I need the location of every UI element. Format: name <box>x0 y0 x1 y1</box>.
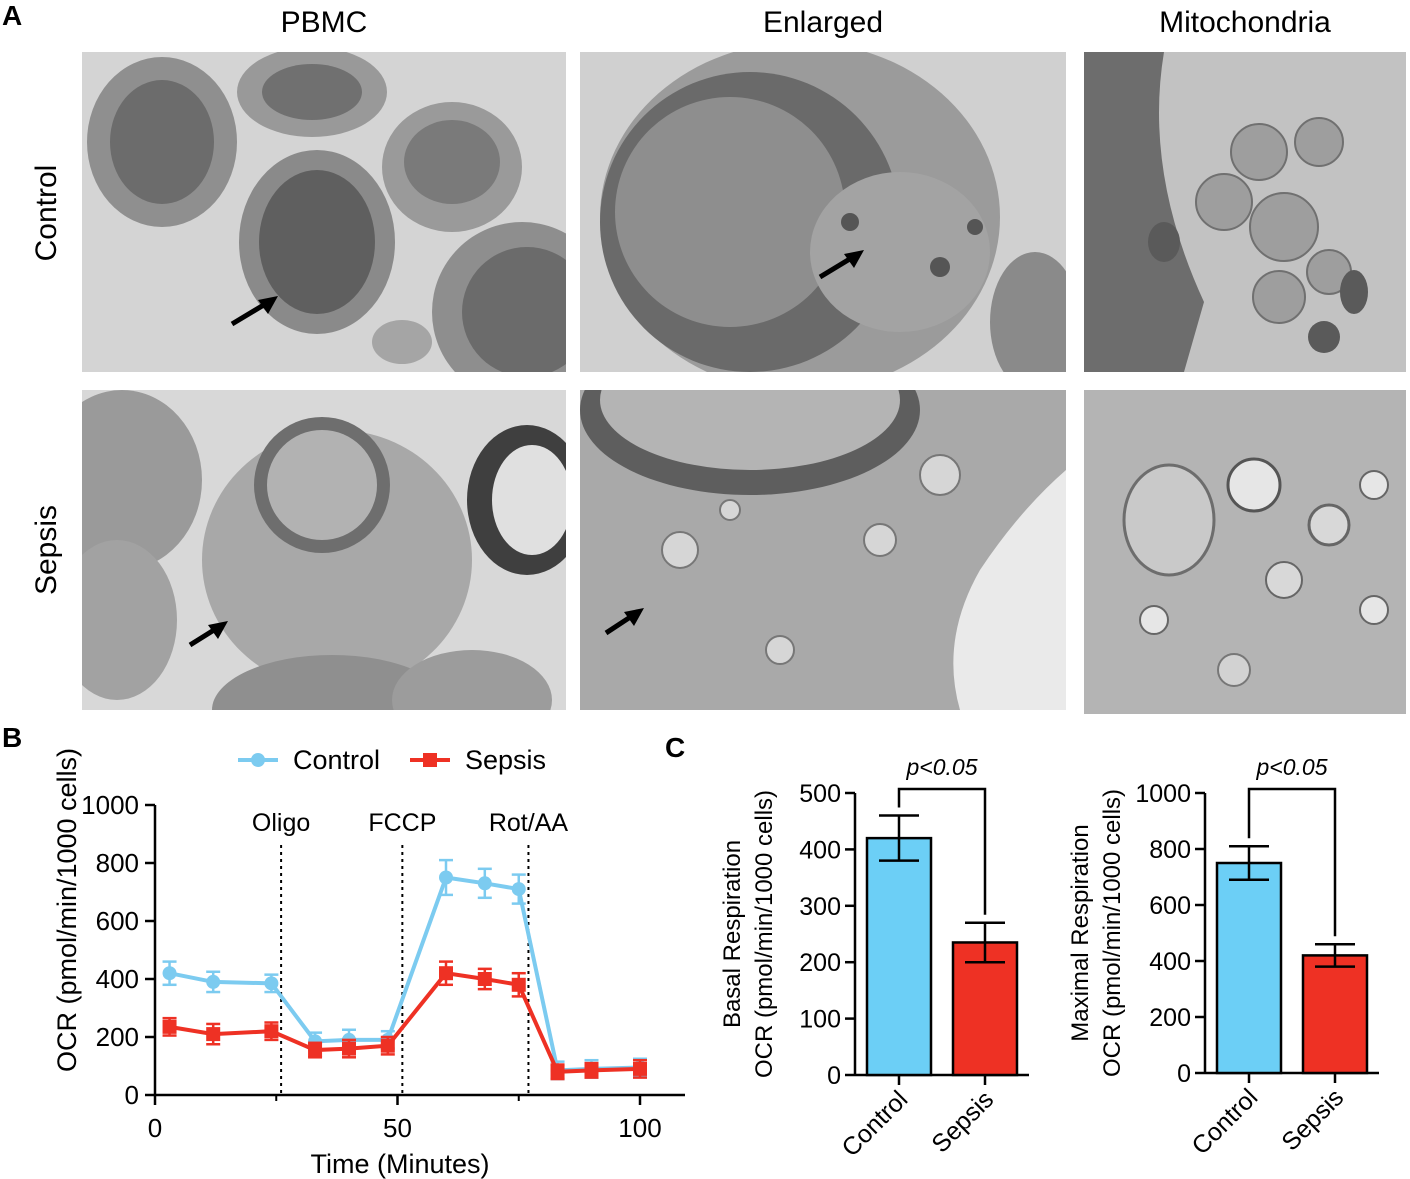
data-point <box>477 876 492 891</box>
bar <box>865 836 933 1077</box>
data-point <box>584 1063 599 1078</box>
data-point <box>439 966 453 981</box>
y-tick-label: 200 <box>96 1022 139 1052</box>
data-point <box>162 1019 177 1034</box>
x-tick-label: Control <box>1186 1083 1263 1160</box>
y-tick-label: 800 <box>1149 836 1191 864</box>
legend-label: Control <box>293 745 380 775</box>
y-tick-label: 600 <box>96 906 139 936</box>
basal-respiration-chart: 0 100 200 300 400 500 Control Sepsis p<0.05 Basal… <box>719 754 1029 1162</box>
data-point <box>308 1043 323 1058</box>
y-tick-label: 400 <box>799 836 841 864</box>
y-axis-label-line1: Maximal Respiration <box>1067 824 1094 1041</box>
x-tick-label: 100 <box>618 1113 661 1143</box>
row-title-sepsis: Sepsis <box>30 504 63 596</box>
legend-label: Sepsis <box>465 745 546 775</box>
em-image-control-mitochondria <box>1084 52 1406 372</box>
injection-label: FCCP <box>368 809 436 837</box>
y-tick-label: 400 <box>1149 948 1191 976</box>
y-tick-label: 800 <box>96 848 139 878</box>
data-point <box>511 882 526 897</box>
ocr-time-course-chart: 0 200 400 600 800 1000 0 50 100 Time (Minutes) OCR… <box>52 745 685 1179</box>
legend-marker <box>251 753 265 767</box>
column-title-mitochondria: Mitochondria <box>1159 6 1331 39</box>
significance-bracket <box>1247 787 1337 937</box>
x-tick-label: Sepsis <box>926 1085 999 1158</box>
data-point <box>550 1064 565 1079</box>
data-point <box>342 1041 356 1056</box>
column-title-pbmc: PBMC <box>280 6 368 39</box>
injection-label: Oligo <box>252 809 310 837</box>
bar <box>1215 861 1283 1075</box>
series-line <box>169 875 641 1073</box>
y-tick-label: 1000 <box>1135 780 1191 808</box>
y-tick-label: 600 <box>1149 892 1191 920</box>
data-point <box>206 1027 221 1042</box>
y-tick-label: 0 <box>1177 1060 1191 1088</box>
column-title-enlarged: Enlarged <box>762 6 884 39</box>
x-tick-label: 0 <box>148 1113 162 1143</box>
data-point <box>439 870 453 885</box>
maximal-respiration-chart: 0 200 400 600 800 1000 Control Sepsis p<0.05 Maxi… <box>1067 754 1379 1160</box>
em-image-sepsis-mitochondria <box>1084 390 1406 714</box>
em-image-control-enlarged <box>580 52 1066 372</box>
y-tick-label: 300 <box>799 893 841 921</box>
x-tick-label: 50 <box>383 1113 412 1143</box>
y-tick-label: 0 <box>125 1080 139 1110</box>
panel-label-b: B <box>2 722 23 753</box>
data-point <box>477 972 492 986</box>
em-image-control-pbmc <box>82 52 566 372</box>
y-axis-label-line2: OCR (pmol/min/1000 cells) <box>1099 789 1126 1077</box>
y-tick-label: 1000 <box>81 790 139 820</box>
data-point <box>162 966 177 981</box>
y-tick-label: 400 <box>96 964 139 994</box>
p-value-label: p<0.05 <box>1256 754 1328 780</box>
data-point <box>380 1038 395 1053</box>
bar <box>1301 954 1369 1075</box>
x-tick-label: Control <box>836 1085 913 1162</box>
y-axis-label-line1: Basal Respiration <box>719 840 746 1028</box>
data-point <box>264 976 279 991</box>
legend-marker <box>423 753 437 767</box>
data-point <box>206 974 221 989</box>
row-title-control: Control <box>30 164 63 262</box>
y-tick-label: 0 <box>827 1062 841 1090</box>
em-image-sepsis-pbmc <box>82 390 566 710</box>
p-value-label: p<0.05 <box>906 754 978 780</box>
y-tick-label: 100 <box>799 1006 841 1034</box>
panel-label-a: A <box>2 0 23 31</box>
em-image-sepsis-enlarged <box>580 390 1066 710</box>
data-point <box>264 1024 279 1039</box>
x-axis-label: Time (Minutes) <box>310 1149 489 1179</box>
panel-label-c: C <box>665 732 686 763</box>
significance-bracket <box>897 787 987 915</box>
injection-label: Rot/AA <box>489 809 569 837</box>
y-tick-label: 500 <box>799 780 841 808</box>
y-tick-label: 200 <box>799 949 841 977</box>
bar <box>951 941 1019 1077</box>
x-tick-label: Sepsis <box>1276 1083 1349 1156</box>
y-tick-label: 200 <box>1149 1004 1191 1032</box>
data-point <box>511 977 526 992</box>
y-axis-label-line2: OCR (pmol/min/1000 cells) <box>751 790 778 1078</box>
data-point <box>633 1061 647 1076</box>
y-axis-label: OCR (pmol/min/1000 cells) <box>52 748 82 1072</box>
